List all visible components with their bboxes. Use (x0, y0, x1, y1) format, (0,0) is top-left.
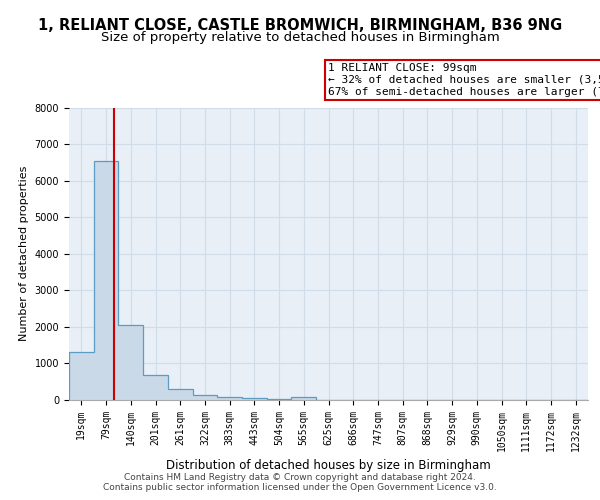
Text: 1, RELIANT CLOSE, CASTLE BROMWICH, BIRMINGHAM, B36 9NG: 1, RELIANT CLOSE, CASTLE BROMWICH, BIRMI… (38, 18, 562, 32)
X-axis label: Distribution of detached houses by size in Birmingham: Distribution of detached houses by size … (166, 459, 491, 472)
Text: Size of property relative to detached houses in Birmingham: Size of property relative to detached ho… (101, 31, 499, 44)
Text: Contains HM Land Registry data © Crown copyright and database right 2024.
Contai: Contains HM Land Registry data © Crown c… (103, 473, 497, 492)
Y-axis label: Number of detached properties: Number of detached properties (19, 166, 29, 342)
Text: 1 RELIANT CLOSE: 99sqm
← 32% of detached houses are smaller (3,514)
67% of semi-: 1 RELIANT CLOSE: 99sqm ← 32% of detached… (329, 64, 600, 96)
